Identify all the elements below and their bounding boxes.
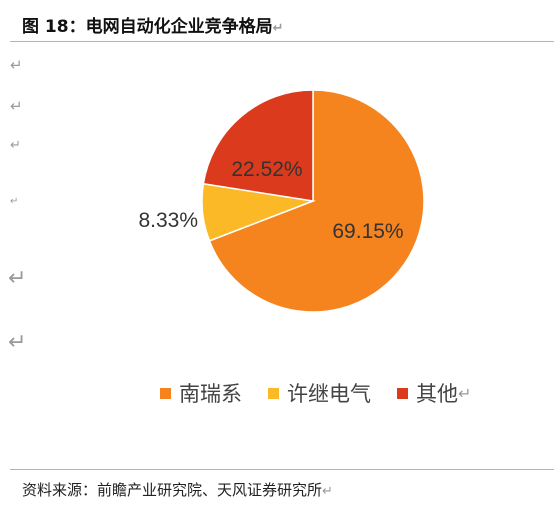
paragraph-mark-icon: ↵ (10, 138, 21, 153)
source-note: 资料来源：前瞻产业研究院、天风证券研究所↵ (22, 481, 333, 499)
pie-slice-0 (208, 89, 425, 313)
title-divider (10, 41, 554, 42)
legend-item-xuji: 许继电气 (268, 378, 371, 408)
legend-label: 南瑞系 (179, 382, 242, 406)
legend-label: 其他 (416, 382, 458, 406)
legend-item-nanrui: 南瑞系 (160, 378, 242, 408)
paragraph-mark-icon: ↵ (8, 266, 27, 291)
legend-swatch (268, 387, 279, 399)
data-label-0: 69.15% (332, 220, 403, 243)
paragraph-mark-icon: ↵ (8, 330, 27, 355)
footer-divider (10, 469, 554, 470)
paragraph-mark-icon: ↵ (10, 97, 23, 115)
paragraph-mark-icon: ↵ (10, 56, 23, 74)
chart-legend: 南瑞系 许继电气 其他 ↵ (160, 378, 497, 408)
legend-swatch (160, 387, 171, 399)
pie-slice-2 (202, 89, 314, 202)
data-label-2: 22.52% (231, 158, 302, 181)
legend-label: 许继电气 (287, 382, 371, 406)
legend-swatch (397, 387, 408, 399)
legend-item-other: 其他 ↵ (397, 378, 471, 408)
page-title: 图 18：电网自动化企业竞争格局↵ (22, 17, 284, 37)
paragraph-mark-icon: ↵ (10, 196, 19, 207)
data-label-1: 8.33% (138, 209, 198, 232)
